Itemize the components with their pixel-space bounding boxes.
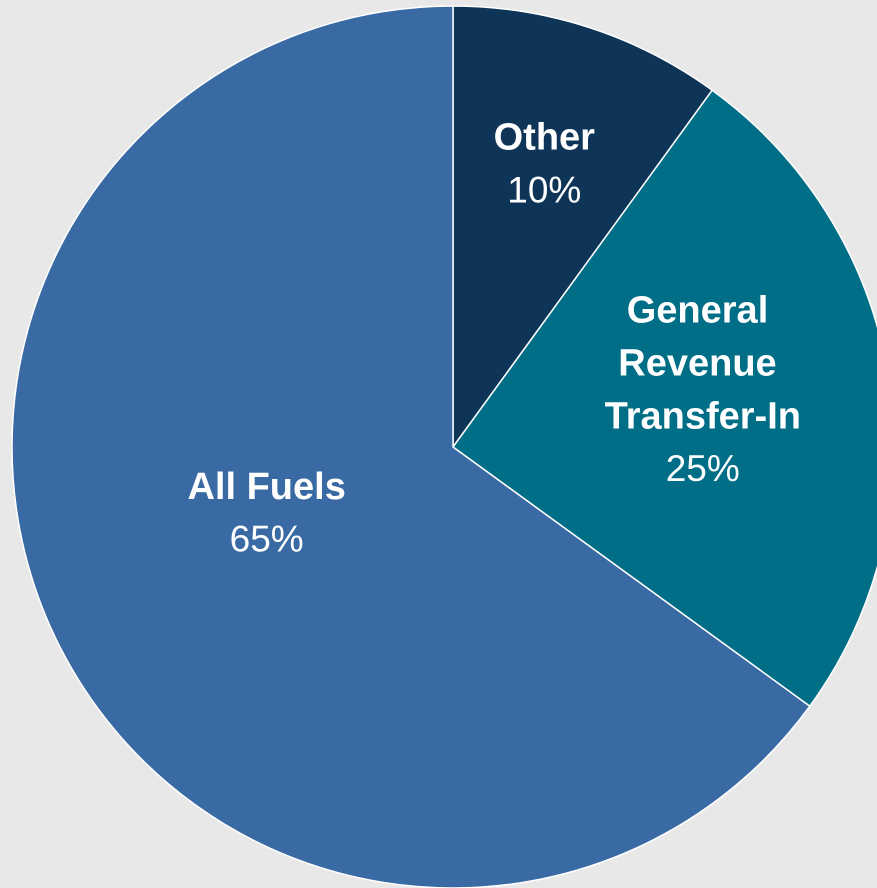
- slice-label: All Fuels: [187, 466, 345, 508]
- slice-label: General Revenue Transfer-In: [605, 289, 801, 437]
- slice-label: Other: [494, 117, 596, 159]
- pie-slice: [451, 89, 877, 708]
- slice-value-label: 10%: [507, 169, 581, 210]
- label-line: Other: [494, 117, 596, 159]
- label-line: Revenue: [618, 342, 787, 384]
- label-line: General: [627, 289, 779, 331]
- label-line: Transfer-In: [605, 395, 801, 437]
- slice-value-label: 65%: [230, 519, 304, 560]
- slice-value-label: 25%: [666, 448, 740, 489]
- pie-slice: [452, 5, 714, 450]
- label-line: All Fuels: [187, 466, 345, 508]
- pie-slice: [11, 5, 811, 888]
